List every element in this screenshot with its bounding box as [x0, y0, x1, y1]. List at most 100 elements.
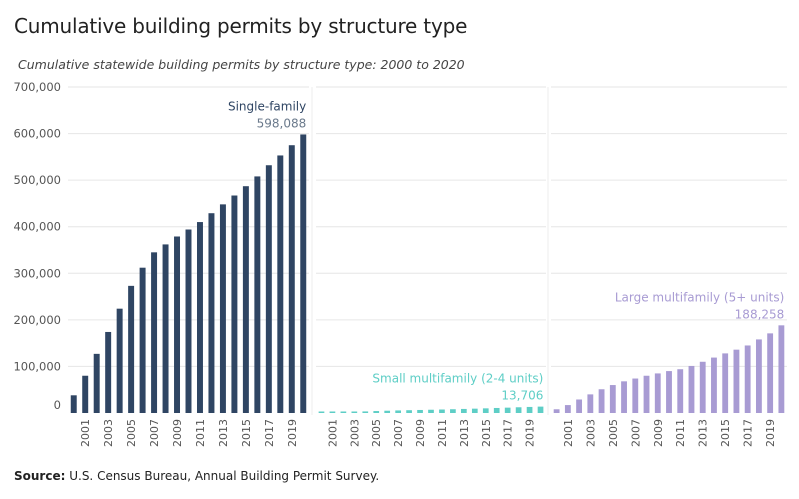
bar [231, 195, 238, 413]
bar [208, 213, 215, 413]
bar [643, 375, 650, 413]
bar [373, 411, 380, 413]
bar [504, 407, 511, 413]
x-tick-label: 2009 [414, 419, 427, 447]
series-3: 2001 2003 2005 2007 2009 2011 2013 2015 2017 2019… [553, 290, 785, 447]
chart-subtitle: Cumulative statewide building permits by… [18, 57, 465, 72]
x-tick-label: 2001 [326, 419, 339, 447]
bar [688, 365, 695, 413]
x-tick-label: 2013 [217, 419, 230, 447]
y-tick-label: 100,000 [13, 359, 61, 373]
bar [526, 406, 533, 413]
bar [632, 378, 639, 413]
bar [82, 375, 89, 413]
bar [576, 399, 583, 413]
source-text: U.S. Census Bureau, Annual Building Perm… [65, 469, 380, 483]
series-final-value-label: 188,258 [735, 307, 785, 321]
bar [537, 406, 544, 413]
series-final-value-label: 598,088 [257, 116, 307, 130]
x-tick-label: 2011 [674, 419, 687, 447]
x-tick-label: 2007 [392, 419, 405, 447]
bar [553, 409, 560, 413]
bar [288, 145, 295, 413]
bar [162, 244, 169, 413]
bar [428, 409, 434, 413]
bar [254, 176, 261, 413]
bar [471, 408, 478, 413]
bar [621, 381, 627, 413]
bar [406, 410, 412, 413]
chart-panels: 2001 2003 2005 2007 2009 2011 2013 2015 2017 2019… [70, 99, 785, 447]
x-tick-label: 2003 [102, 419, 115, 447]
bar [744, 345, 751, 413]
series-name-label: Single-family [228, 99, 306, 113]
bar [609, 385, 616, 413]
x-tick-label: 2013 [458, 419, 471, 447]
y-tick-label: 0 [54, 398, 61, 412]
bar [666, 371, 672, 413]
x-tick-label: 2009 [652, 419, 665, 447]
bar [733, 349, 740, 413]
x-tick-label: 2005 [370, 419, 383, 447]
y-tick-label: 400,000 [13, 220, 61, 234]
y-tick-label: 600,000 [13, 127, 61, 141]
bar [139, 267, 146, 413]
y-axis: 700,000 600,000 500,000 400,000 300,000 200,0… [13, 80, 61, 412]
x-tick-label: 2013 [697, 419, 710, 447]
x-tick-label: 2005 [607, 419, 620, 447]
y-tick-label: 700,000 [13, 80, 61, 94]
bar [677, 369, 684, 413]
bar [450, 409, 456, 413]
x-tick-label: 2015 [240, 419, 253, 447]
bar [340, 411, 347, 413]
bar [654, 373, 661, 413]
x-tick-label: 2015 [719, 419, 732, 447]
bar [318, 411, 325, 413]
x-tick-label: 2019 [764, 419, 777, 447]
series-name-label: Small multifamily (2-4 units) [372, 372, 543, 386]
x-tick-label: 2017 [742, 419, 755, 447]
bar [116, 308, 123, 413]
series-1: 2001 2003 2005 2007 2009 2011 2013 2015 2017 2019… [70, 99, 307, 447]
bar [277, 155, 284, 413]
bar [174, 236, 181, 413]
bar [300, 134, 307, 414]
bar [767, 333, 774, 413]
x-tick-label: 2007 [148, 419, 161, 447]
bar [329, 411, 336, 413]
bar [151, 252, 158, 413]
x-tick-label: 2019 [286, 419, 299, 447]
y-tick-label: 200,000 [13, 313, 61, 327]
x-tick-label: 2011 [194, 419, 207, 447]
source-label: Source: [14, 469, 66, 483]
y-tick-label: 500,000 [13, 173, 61, 187]
x-tick-label: 2001 [562, 419, 575, 447]
bar [778, 325, 785, 413]
x-tick-label: 2003 [348, 419, 361, 447]
x-tick-label: 2007 [629, 419, 642, 447]
bar [722, 353, 729, 413]
x-tick-label: 2017 [263, 419, 276, 447]
bar [185, 229, 192, 413]
bar [351, 411, 358, 413]
bar [711, 357, 717, 413]
x-tick-label: 2003 [584, 419, 597, 447]
bar [461, 408, 467, 413]
bar [482, 408, 489, 413]
bar [265, 165, 272, 413]
bar [439, 409, 445, 413]
x-tick-label: 2015 [480, 419, 493, 447]
y-tick-label: 300,000 [13, 266, 61, 280]
series-final-value-label: 13,706 [501, 389, 543, 403]
bar [755, 339, 762, 413]
bar [417, 409, 423, 413]
x-tick-label: 2017 [502, 419, 515, 447]
bar [699, 361, 706, 413]
bar [362, 411, 369, 413]
bar [587, 394, 594, 413]
x-tick-label: 2009 [171, 419, 184, 447]
x-tick-label: 2001 [79, 419, 92, 447]
source-note: Source: U.S. Census Bureau, Annual Build… [14, 469, 379, 483]
x-tick-label: 2011 [436, 419, 449, 447]
